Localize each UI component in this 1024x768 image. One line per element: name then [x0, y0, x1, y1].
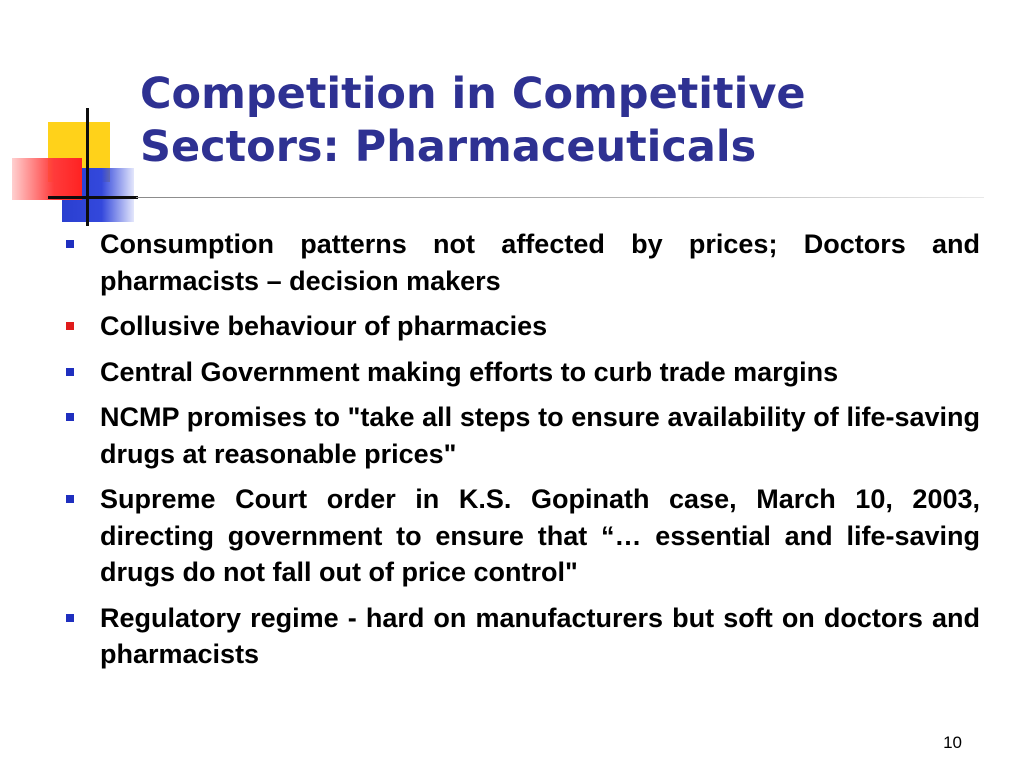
bullet-item: Consumption patterns not affected by pri…	[62, 226, 980, 299]
bullet-item: Collusive behaviour of pharmacies	[62, 308, 980, 345]
bullet-item: NCMP promises to "take all steps to ensu…	[62, 399, 980, 472]
square-bullet-icon	[66, 413, 74, 421]
square-bullet-icon	[66, 322, 74, 330]
bullet-item: Regulatory regime - hard on manufacturer…	[62, 600, 980, 673]
bullet-text: Supreme Court order in K.S. Gopinath cas…	[100, 484, 980, 587]
logo-vertical-line	[86, 108, 89, 226]
square-bullet-icon	[66, 367, 74, 376]
logo-red-square	[12, 158, 82, 200]
bullet-text: Regulatory regime - hard on manufacturer…	[100, 602, 980, 670]
bullet-text: Collusive behaviour of pharmacies	[100, 311, 548, 341]
square-bullet-icon	[66, 495, 74, 503]
square-bullet-icon	[66, 240, 74, 248]
title-divider	[136, 197, 984, 198]
bullet-text: Central Government making efforts to cur…	[100, 356, 839, 387]
page-number: 10	[943, 733, 962, 752]
slide-title-line-1: Competition in Competitive	[140, 69, 806, 119]
bullet-text: Consumption patterns not affected by pri…	[100, 229, 980, 296]
bullet-list: Consumption patterns not affected by pri…	[62, 226, 980, 682]
square-bullet-icon	[66, 613, 74, 622]
bullet-item: Supreme Court order in K.S. Gopinath cas…	[62, 481, 980, 591]
slide-title: Competition in Competitive Sectors: Phar…	[140, 68, 1000, 174]
slide-title-line-2: Sectors: Pharmaceuticals	[140, 122, 757, 172]
logo-horizontal-line	[48, 196, 138, 199]
bullet-text: NCMP promises to "take all steps to ensu…	[100, 402, 980, 469]
bullet-item: Central Government making efforts to cur…	[62, 354, 980, 391]
